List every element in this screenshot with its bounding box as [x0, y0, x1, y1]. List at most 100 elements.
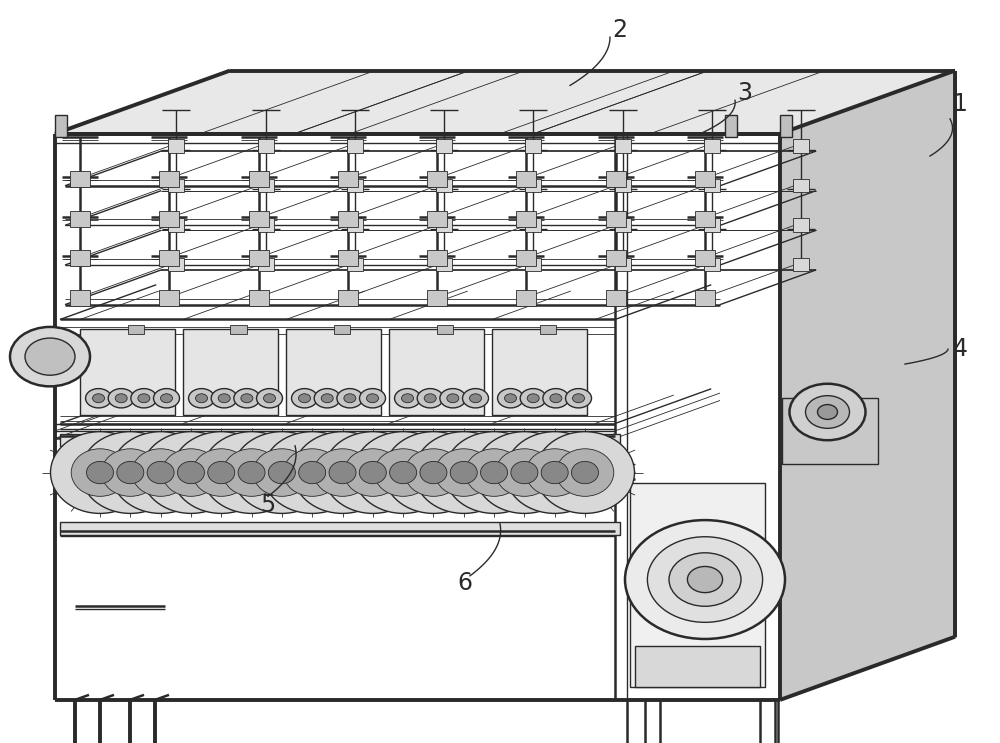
Circle shape [257, 389, 283, 408]
Bar [338, 210, 358, 227]
Bar [704, 179, 720, 192]
Bar [159, 250, 179, 267]
Ellipse shape [435, 449, 493, 496]
Ellipse shape [111, 432, 210, 513]
Circle shape [161, 394, 173, 403]
Ellipse shape [526, 449, 583, 496]
Circle shape [314, 389, 340, 408]
Ellipse shape [81, 432, 180, 513]
Bar [516, 250, 536, 267]
Bar [128, 325, 144, 334]
Bar [338, 250, 358, 267]
Bar [258, 218, 274, 232]
Bar [793, 179, 809, 192]
Circle shape [647, 536, 763, 623]
Circle shape [86, 389, 112, 408]
Circle shape [669, 553, 741, 606]
Circle shape [687, 566, 723, 593]
Bar [286, 329, 381, 415]
Bar [60, 434, 620, 446]
Bar [615, 218, 631, 232]
Bar [436, 179, 452, 192]
Bar [258, 139, 274, 152]
Bar [615, 139, 631, 152]
Polygon shape [780, 71, 955, 700]
Ellipse shape [192, 449, 250, 496]
Bar [70, 171, 90, 187]
Bar [427, 171, 447, 187]
Ellipse shape [541, 461, 568, 484]
Ellipse shape [323, 432, 422, 513]
Ellipse shape [496, 449, 553, 496]
Bar [338, 290, 358, 306]
Ellipse shape [238, 461, 265, 484]
Circle shape [299, 394, 311, 403]
Text: 5: 5 [260, 493, 276, 517]
Text: 2: 2 [612, 18, 628, 42]
Bar [258, 258, 274, 271]
Bar [80, 329, 175, 415]
Circle shape [234, 389, 260, 408]
Bar [70, 210, 90, 227]
Bar [55, 115, 67, 137]
Ellipse shape [465, 449, 523, 496]
Bar [516, 290, 536, 306]
Bar [159, 290, 179, 306]
Polygon shape [55, 134, 780, 700]
Text: 1: 1 [953, 92, 967, 116]
Polygon shape [55, 71, 955, 134]
Bar [725, 115, 737, 137]
Circle shape [138, 394, 150, 403]
Circle shape [498, 389, 524, 408]
Circle shape [154, 389, 180, 408]
Bar [695, 210, 715, 227]
Bar [168, 258, 184, 271]
Circle shape [573, 394, 585, 403]
Ellipse shape [505, 432, 604, 513]
Bar [525, 179, 541, 192]
Ellipse shape [481, 461, 508, 484]
Circle shape [625, 520, 785, 639]
Text: 6: 6 [458, 571, 473, 595]
Ellipse shape [536, 432, 635, 513]
Circle shape [10, 327, 90, 386]
Bar [695, 290, 715, 306]
Text: 3: 3 [738, 81, 753, 105]
Circle shape [395, 389, 421, 408]
Circle shape [93, 394, 105, 403]
Bar [347, 179, 363, 192]
Ellipse shape [511, 461, 538, 484]
Bar [793, 258, 809, 271]
Circle shape [211, 389, 237, 408]
Bar [183, 329, 278, 415]
Ellipse shape [556, 449, 614, 496]
Text: 4: 4 [952, 337, 968, 361]
Bar [615, 179, 631, 192]
Bar [695, 171, 715, 187]
Bar [347, 139, 363, 152]
Ellipse shape [223, 449, 280, 496]
Bar [258, 179, 274, 192]
Ellipse shape [572, 461, 598, 484]
Bar [168, 179, 184, 192]
Circle shape [447, 394, 459, 403]
Circle shape [189, 389, 215, 408]
Circle shape [264, 394, 276, 403]
Ellipse shape [405, 449, 462, 496]
Circle shape [566, 389, 592, 408]
Bar [70, 290, 90, 306]
Ellipse shape [450, 461, 477, 484]
Circle shape [196, 394, 208, 403]
Ellipse shape [314, 449, 371, 496]
Ellipse shape [475, 432, 574, 513]
Circle shape [424, 394, 436, 403]
Bar [347, 258, 363, 271]
Ellipse shape [232, 432, 331, 513]
Circle shape [360, 389, 386, 408]
Ellipse shape [141, 432, 240, 513]
Ellipse shape [71, 449, 129, 496]
Bar [436, 258, 452, 271]
Circle shape [241, 394, 253, 403]
Bar [338, 171, 358, 187]
Ellipse shape [102, 449, 159, 496]
